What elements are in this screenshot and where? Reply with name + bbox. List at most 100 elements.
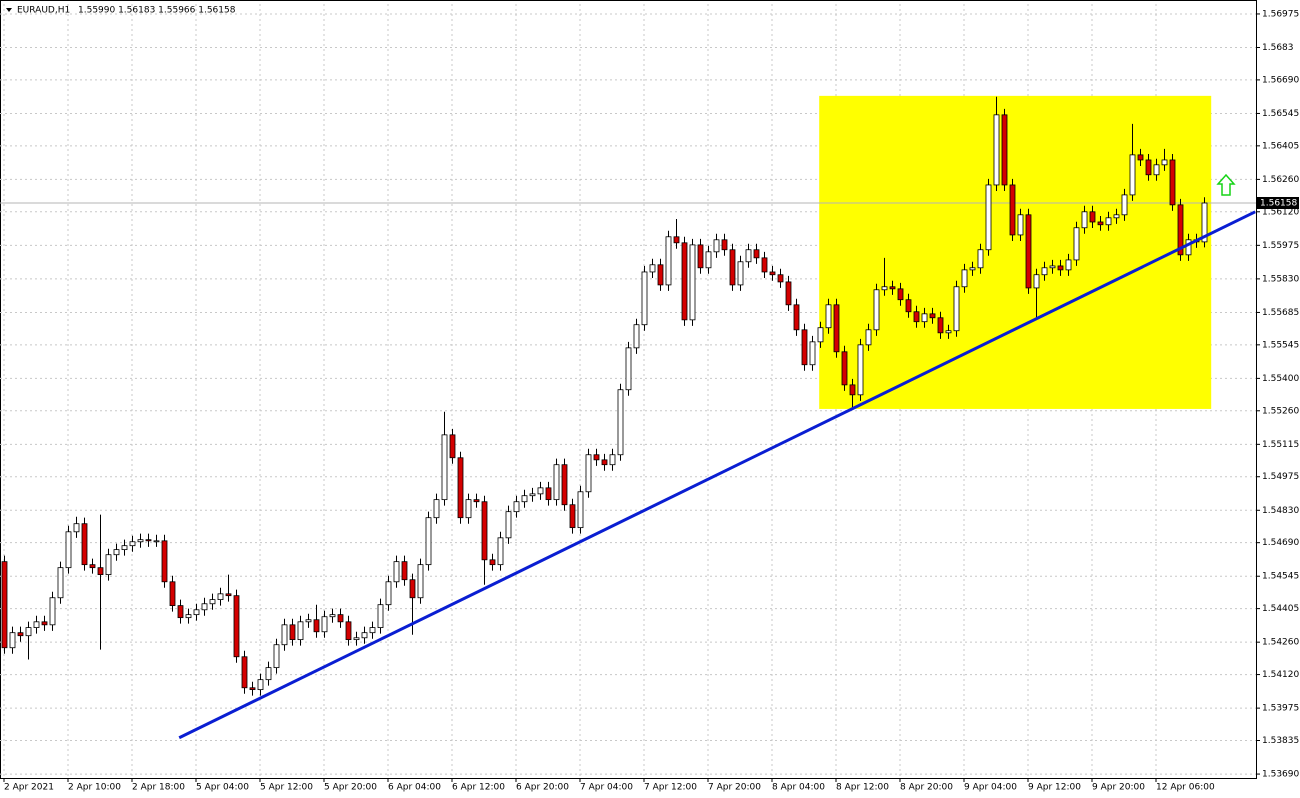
y-tick-label: 1.53835	[1262, 736, 1299, 746]
background-layer	[0, 4, 1256, 778]
candle-body	[449, 434, 456, 459]
y-tick-label: 1.55685	[1262, 308, 1299, 318]
candle-body	[697, 244, 704, 269]
candle-body	[729, 249, 736, 286]
candle-body	[737, 261, 744, 286]
candle-body	[145, 539, 152, 542]
candle-body	[377, 604, 384, 628]
candle-body	[233, 595, 240, 658]
candle-body	[1201, 202, 1208, 243]
candle-body	[177, 605, 184, 619]
candle-body	[753, 249, 760, 259]
candle-body	[1129, 154, 1136, 196]
candle-body	[505, 511, 512, 539]
buy-arrow	[1216, 173, 1236, 196]
y-tick-label: 1.55545	[1262, 340, 1299, 350]
candle-body	[641, 271, 648, 326]
candle-body	[793, 304, 800, 331]
y-tick-label: 1.55830	[1262, 274, 1299, 284]
candle-body	[585, 454, 592, 493]
y-tick-label: 1.54690	[1262, 538, 1299, 548]
candle-body	[785, 281, 792, 306]
candle-body	[657, 264, 664, 286]
x-tick-label: 5 Apr 04:00	[196, 783, 249, 793]
candle-body	[953, 286, 960, 332]
x-tick-label: 2 Apr 10:00	[68, 783, 121, 793]
candle-body	[673, 236, 680, 244]
candle-body	[1073, 227, 1080, 261]
candle-body	[497, 537, 504, 566]
candle-body	[89, 564, 96, 569]
candle-body	[713, 239, 720, 253]
candle-body	[433, 499, 440, 519]
candle-body	[945, 330, 952, 334]
candle-body	[297, 621, 304, 641]
candle-body	[465, 499, 472, 519]
candle-body	[897, 288, 904, 301]
candle-body	[113, 549, 120, 556]
candle-body	[441, 434, 448, 501]
y-tick-label: 1.53690	[1262, 770, 1299, 780]
candle-body	[1009, 184, 1016, 236]
candle-body	[473, 499, 480, 503]
candle-body	[281, 624, 288, 646]
chart-title: EURAUD,H1	[17, 6, 70, 16]
candle-body	[553, 464, 560, 501]
candle-body	[137, 539, 144, 543]
candle-body	[129, 541, 136, 547]
x-tick-label: 7 Apr 04:00	[580, 783, 633, 793]
candle-body	[289, 624, 296, 641]
candle-body	[257, 679, 264, 691]
candle-body	[393, 561, 400, 583]
x-tick-label: 6 Apr 04:00	[388, 783, 441, 793]
candle-body	[545, 487, 552, 501]
candle-body	[865, 329, 872, 346]
candle-body	[689, 244, 696, 321]
candle-body	[57, 567, 64, 599]
current-price-label: 1.56158	[1260, 198, 1297, 208]
candle-body	[721, 239, 728, 251]
x-tick-label: 5 Apr 12:00	[260, 783, 313, 793]
candle-body	[929, 313, 936, 319]
candle-body	[1081, 211, 1088, 229]
y-tick-label: 1.55400	[1262, 374, 1299, 384]
candle-body	[745, 249, 752, 263]
candle-body	[65, 531, 72, 569]
candle-body	[593, 454, 600, 461]
candle-body	[457, 457, 464, 519]
candle-body	[161, 540, 168, 583]
x-tick-label: 2 Apr 2021	[4, 783, 54, 793]
candle-body	[681, 242, 688, 321]
x-tick-label: 9 Apr 12:00	[1028, 783, 1081, 793]
x-tick-label: 9 Apr 04:00	[964, 783, 1017, 793]
candle-body	[769, 271, 776, 276]
candle-body	[969, 267, 976, 271]
candle-body	[313, 619, 320, 633]
candle-body	[609, 454, 616, 466]
x-tick-label: 2 Apr 18:00	[132, 783, 185, 793]
x-tick-label: 9 Apr 20:00	[1092, 783, 1145, 793]
candle-body	[1001, 114, 1008, 186]
candle-body	[1121, 194, 1128, 216]
x-tick-label: 7 Apr 12:00	[644, 783, 697, 793]
candle-body	[481, 501, 488, 561]
candle-body	[417, 564, 424, 599]
y-tick-label: 1.54405	[1262, 604, 1299, 614]
candle-body	[633, 324, 640, 349]
y-tick-label: 1.56690	[1262, 75, 1299, 85]
candle-body	[841, 351, 848, 386]
candle-body	[905, 299, 912, 313]
candle-body	[1017, 214, 1024, 236]
candle-body	[1025, 214, 1032, 289]
candle-body	[241, 656, 248, 689]
candle-body	[489, 559, 496, 566]
candle-body	[705, 251, 712, 269]
candle-body	[577, 491, 584, 529]
y-tick-label: 1.54260	[1262, 638, 1299, 648]
candle-body	[873, 289, 880, 331]
candle-body	[201, 603, 208, 611]
candle-body	[409, 579, 416, 599]
candle-body	[529, 493, 536, 497]
x-tick-label: 8 Apr 12:00	[836, 783, 889, 793]
